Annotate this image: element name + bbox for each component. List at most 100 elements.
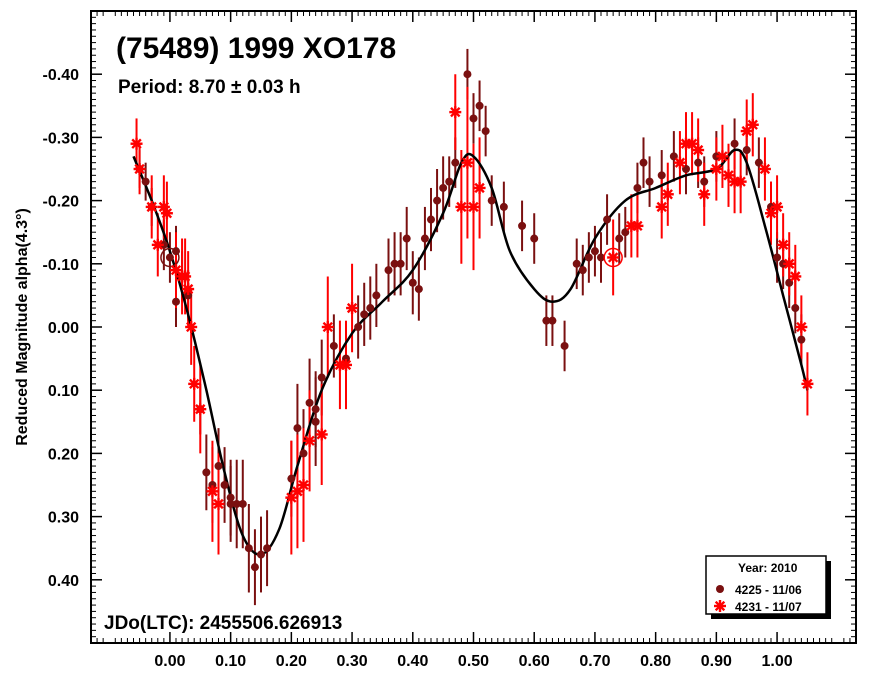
data-point-4225 — [420, 234, 429, 243]
x-tick-label: 0.70 — [579, 653, 610, 670]
data-point-4231 — [321, 321, 334, 333]
data-point-4231 — [734, 175, 747, 188]
data-point-4231 — [673, 156, 686, 169]
data-point-4231 — [188, 377, 201, 390]
data-point-4231 — [771, 200, 784, 213]
data-point-4225 — [481, 127, 490, 136]
reference-ring — [603, 247, 623, 268]
data-point-4225 — [578, 266, 587, 275]
data-point-4231 — [179, 270, 192, 283]
data-point-4225 — [463, 70, 472, 79]
data-point-4225 — [657, 171, 666, 180]
data-point-4225 — [305, 398, 314, 407]
data-point-4231 — [746, 118, 759, 131]
data-point-4231 — [783, 257, 796, 270]
x-tick-label: 0.10 — [215, 653, 246, 670]
data-point-4225 — [226, 493, 235, 502]
data-point-4231 — [631, 219, 644, 232]
data-point-4225 — [172, 297, 180, 306]
data-point-4225 — [518, 221, 527, 230]
y-axis-label: Reduced Magnitude alpha(4.3°) — [14, 208, 31, 446]
x-tick-label: 0.20 — [276, 653, 307, 670]
data-point-4231 — [777, 238, 790, 251]
x-tick-label: 0.40 — [397, 653, 428, 670]
period-label: Period: 8.70 ± 0.03 h — [118, 77, 301, 98]
data-point-4225 — [402, 234, 411, 243]
y-tick-label: -0.20 — [43, 194, 80, 211]
data-point-4225 — [250, 563, 259, 572]
data-point-4225 — [615, 234, 624, 243]
data-point-4225 — [451, 158, 460, 167]
data-point-4225 — [384, 266, 393, 275]
jdo-label: JDo(LTC): 2455506.626913 — [104, 613, 342, 634]
data-point-4225 — [475, 101, 484, 110]
x-tick-label: 0.80 — [640, 653, 671, 670]
data-point-4231 — [160, 207, 173, 220]
data-point-4225 — [165, 253, 174, 262]
chart-title: (75489) 1999 XO178 — [116, 32, 396, 65]
data-point-4225 — [639, 158, 648, 167]
data-point-4225 — [390, 259, 399, 268]
data-point-4231 — [698, 188, 711, 201]
data-points — [130, 70, 814, 572]
data-point-4231 — [789, 270, 802, 283]
data-point-4225 — [263, 544, 272, 553]
data-point-4225 — [354, 323, 363, 331]
data-point-4231 — [607, 251, 620, 264]
legend-box — [705, 555, 827, 615]
data-point-4225 — [360, 310, 369, 319]
data-point-4231 — [303, 434, 316, 447]
data-point-4225 — [572, 259, 581, 268]
reference-ring — [160, 247, 180, 268]
y-tick-label: 0.40 — [48, 573, 79, 590]
data-point-4225 — [694, 158, 703, 167]
x-tick-label: 0.50 — [458, 653, 489, 670]
data-point-4225 — [499, 202, 508, 211]
data-point-4231 — [130, 137, 143, 150]
data-point-4225 — [427, 215, 435, 224]
data-point-4225 — [238, 499, 247, 508]
tick-marks — [91, 11, 856, 643]
data-point-4231 — [212, 497, 225, 510]
data-point-4231 — [346, 302, 359, 315]
data-point-4231 — [297, 479, 310, 491]
data-point-4225 — [645, 177, 654, 186]
legend-marker-circle — [716, 585, 724, 593]
data-point-4225 — [560, 341, 569, 350]
data-point-4231 — [801, 377, 814, 390]
legend-entry-1: 4225 - 11/06 — [735, 583, 802, 597]
data-point-4231 — [692, 144, 705, 157]
data-point-4231 — [467, 200, 480, 213]
data-point-4225 — [287, 474, 296, 483]
data-point-4225 — [590, 247, 599, 256]
data-point-4231 — [461, 156, 474, 169]
data-point-4225 — [220, 481, 229, 489]
data-point-4225 — [633, 183, 642, 192]
data-point-4225 — [712, 152, 721, 161]
data-point-4225 — [293, 424, 302, 433]
x-tick-label: 0.60 — [519, 653, 550, 670]
data-point-4225 — [208, 481, 217, 489]
data-point-4225 — [797, 335, 806, 344]
legend-entry-2: 4231 - 11/07 — [735, 600, 802, 614]
data-point-4225 — [548, 316, 557, 325]
data-point-4225 — [730, 139, 739, 148]
data-point-4225 — [299, 449, 308, 458]
data-point-4225 — [396, 259, 405, 268]
data-point-4231 — [151, 238, 164, 251]
legend-marker-asterisk — [714, 600, 726, 612]
y-tick-label: 0.10 — [48, 383, 79, 400]
data-point-4231 — [315, 428, 328, 441]
x-tick-label: 0.00 — [154, 653, 185, 670]
data-point-4225 — [414, 285, 423, 294]
data-point-4225 — [232, 499, 241, 508]
data-point-4225 — [311, 405, 320, 414]
data-point-4231 — [758, 163, 771, 175]
legend-title: Year: 2010 — [738, 561, 798, 575]
data-point-4225 — [767, 202, 775, 211]
data-point-4225 — [542, 316, 551, 325]
data-point-4225 — [408, 278, 417, 287]
data-point-4225 — [433, 196, 442, 205]
data-point-4231 — [661, 188, 674, 201]
